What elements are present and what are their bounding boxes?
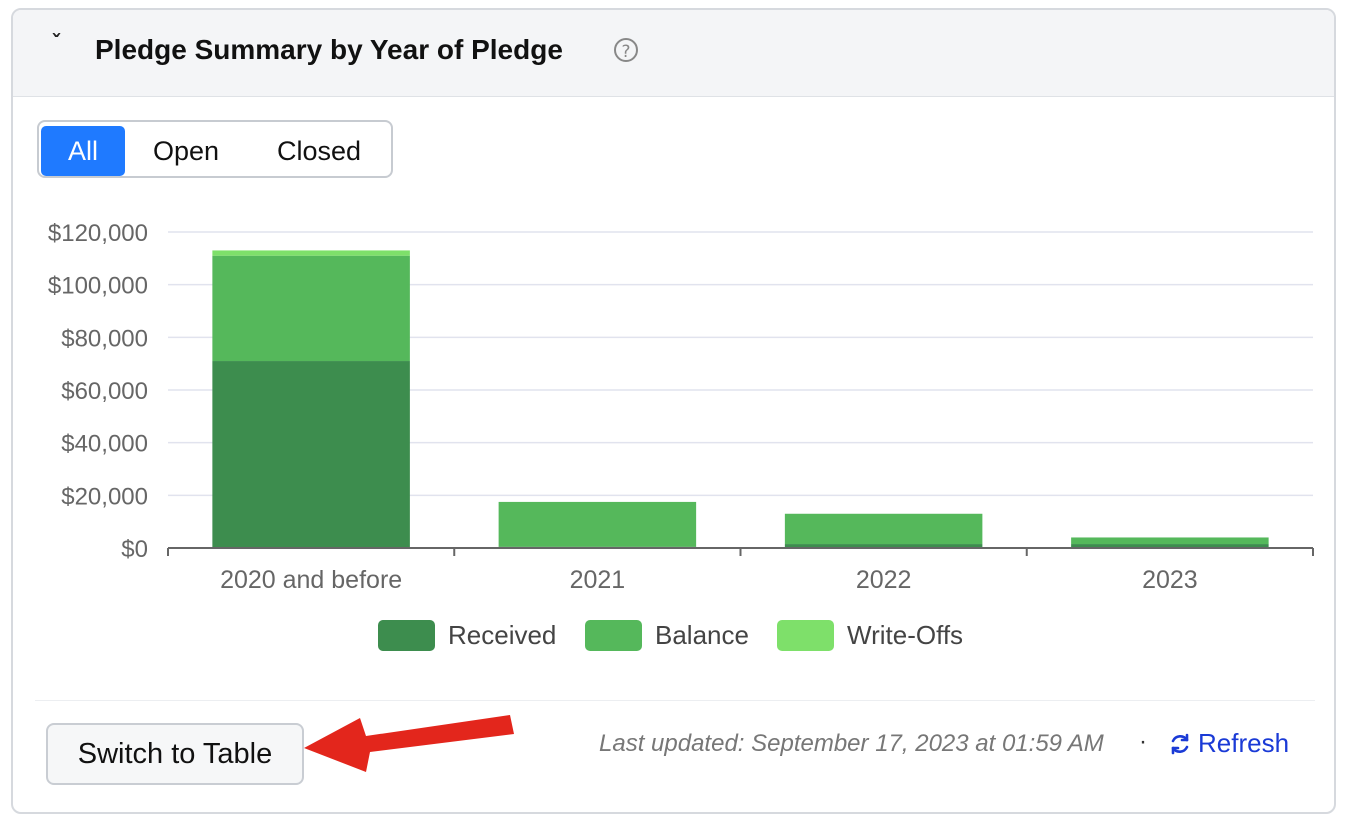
y-tick-label: $20,000 — [61, 483, 148, 510]
bar-segment — [212, 250, 410, 256]
filter-open-button[interactable]: Open — [152, 136, 220, 166]
legend-label: Balance — [655, 620, 749, 650]
legend-label: Write-Offs — [847, 620, 963, 650]
footer-divider — [35, 700, 1315, 701]
bar-segment — [212, 255, 410, 362]
legend-swatch — [777, 620, 834, 651]
y-tick-label: $40,000 — [61, 431, 148, 458]
y-tick-label: $60,000 — [61, 378, 148, 405]
refresh-link[interactable]: Refresh — [1168, 728, 1289, 759]
pledge-bar-chart: $0 $20,000 $40,000 $60,000 $80,000 $100,000 $1… — [48, 220, 1314, 651]
x-tick-label: 2021 — [570, 566, 626, 594]
question-circle-icon[interactable]: ? — [614, 38, 638, 62]
bar-segment — [212, 361, 410, 548]
y-tick-label: $80,000 — [61, 325, 148, 352]
bar-segment — [1071, 544, 1269, 548]
legend-label: Received — [448, 620, 556, 650]
bar-segment — [1071, 537, 1269, 545]
filter-closed-button[interactable]: Closed — [276, 136, 362, 166]
refresh-label: Refresh — [1198, 728, 1290, 758]
x-tick-label: 2022 — [856, 566, 912, 594]
card-title: Pledge Summary by Year of Pledge — [95, 34, 563, 65]
y-tick-label: $0 — [121, 536, 148, 563]
y-tick-label: $120,000 — [48, 220, 148, 247]
bar-segment — [784, 513, 983, 545]
refresh-icon — [1171, 733, 1189, 755]
bar-segment — [784, 544, 983, 548]
x-tick-label: 2020 and before — [220, 566, 402, 594]
legend-swatch — [378, 620, 435, 651]
legend-swatch — [585, 620, 642, 651]
bar-segment — [498, 501, 697, 547]
switch-to-table-button[interactable]: Switch to Table — [46, 723, 304, 785]
card-header: ˇ Pledge Summary by Year of Pledge ? — [13, 10, 1334, 97]
last-updated-text: Last updated: September 17, 2023 at 01:5… — [599, 730, 1104, 757]
y-tick-label: $100,000 — [48, 273, 148, 300]
separator-dot: · — [1139, 728, 1147, 755]
filter-all-button[interactable]: All — [41, 126, 125, 176]
x-tick-label: 2023 — [1142, 566, 1198, 594]
chevron-down-icon[interactable]: ˇ — [51, 32, 62, 57]
status-filter-segmented: All Open Closed — [37, 120, 393, 178]
